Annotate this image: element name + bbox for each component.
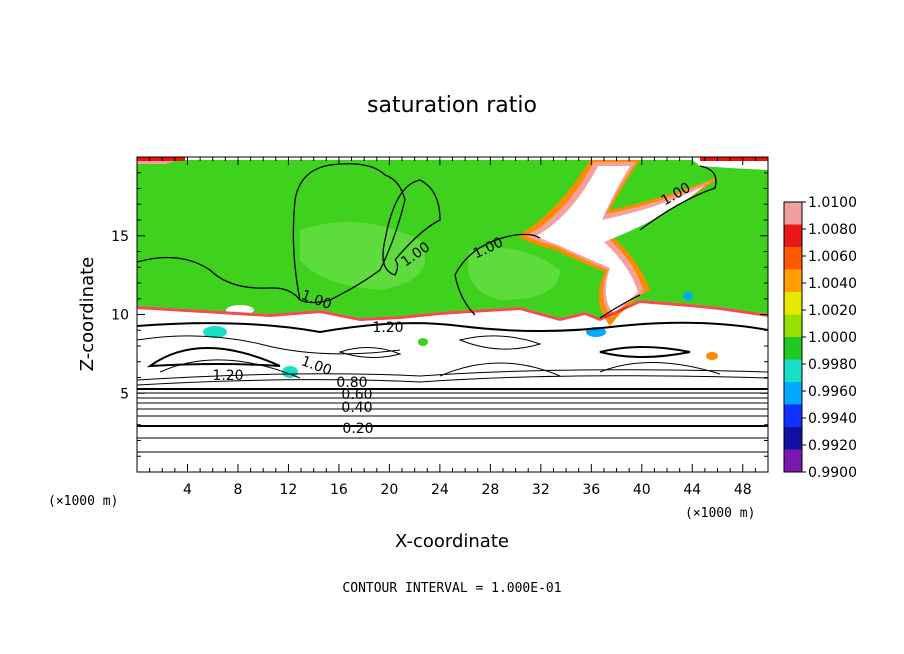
- chart-title: saturation ratio: [367, 93, 537, 118]
- colorbar-swatch: [784, 202, 802, 225]
- contour-label: 0.60: [341, 387, 372, 403]
- colorbar-label: 0.9900: [808, 465, 857, 481]
- y-tick-label: 5: [120, 386, 129, 402]
- x-tick-label: 48: [734, 482, 752, 498]
- colorbar-label: 1.0060: [808, 249, 857, 265]
- colorbar-swatch: [784, 337, 802, 360]
- x-axis-title: X-coordinate: [395, 531, 509, 552]
- colorbar-label: 1.0020: [808, 303, 857, 319]
- colorbar-label: 0.9940: [808, 411, 857, 427]
- colorbar-swatch: [784, 292, 802, 315]
- contour-label: 1.20: [372, 320, 403, 336]
- colorbar-swatch: [784, 314, 802, 337]
- saturated-region: [137, 160, 768, 318]
- y-axis: 5 10 15: [111, 172, 768, 457]
- colorbar-label: 1.0100: [808, 195, 857, 211]
- colorbar-label: 1.0000: [808, 330, 857, 346]
- colorbar-swatch: [784, 427, 802, 450]
- contour-label: 0.20: [342, 421, 373, 437]
- colorbar-swatch: [784, 359, 802, 382]
- colorbar-swatch: [784, 382, 802, 405]
- plot-area: [137, 157, 768, 472]
- y-axis-title: Z-coordinate: [77, 257, 98, 372]
- y-tick-label: 15: [111, 229, 129, 245]
- x-tick-label: 12: [280, 482, 298, 498]
- x-tick-label: 32: [532, 482, 550, 498]
- x-axis: 4 8 12 16 20 24 28 32 36 40 44 48: [149, 157, 756, 498]
- x-tick-label: 4: [183, 482, 192, 498]
- contour-label: 0.80: [336, 375, 367, 391]
- x-tick-label: 44: [683, 482, 701, 498]
- colorbar-swatch: [784, 269, 802, 292]
- x-tick-label: 28: [481, 482, 499, 498]
- contour-label: 1.20: [212, 368, 243, 384]
- contour-interval-note: CONTOUR INTERVAL = 1.000E-01: [342, 581, 561, 596]
- colorbar: 1.0100 1.0080 1.0060 1.0040 1.0020 1.0000 0.99…: [783, 195, 857, 481]
- colorbar-label: 1.0040: [808, 276, 857, 292]
- colorbar-label: 0.9920: [808, 438, 857, 454]
- x-tick-label: 16: [330, 482, 348, 498]
- contour-label: 0.40: [341, 400, 372, 416]
- x-tick-label: 24: [431, 482, 449, 498]
- colorbar-label: 0.9980: [808, 357, 857, 373]
- x-tick-label: 40: [633, 482, 651, 498]
- y-tick-label: 10: [111, 308, 129, 324]
- x-unit-label: (×1000 m): [685, 506, 755, 521]
- x-tick-label: 20: [380, 482, 398, 498]
- contour-labels: 1.00 1.00 1.00 1.00 1.20 1.00 1.20 0.80 …: [212, 180, 693, 437]
- colorbar-swatch: [784, 404, 802, 427]
- x-tick-label: 8: [233, 482, 242, 498]
- colorbar-label: 0.9960: [808, 384, 857, 400]
- colorbar-swatch: [784, 449, 802, 472]
- x-tick-label: 36: [582, 482, 600, 498]
- colorbar-swatch: [784, 224, 802, 247]
- y-unit-label: (×1000 m): [48, 494, 118, 509]
- colorbar-label: 1.0080: [808, 222, 857, 238]
- colorbar-swatch: [784, 247, 802, 270]
